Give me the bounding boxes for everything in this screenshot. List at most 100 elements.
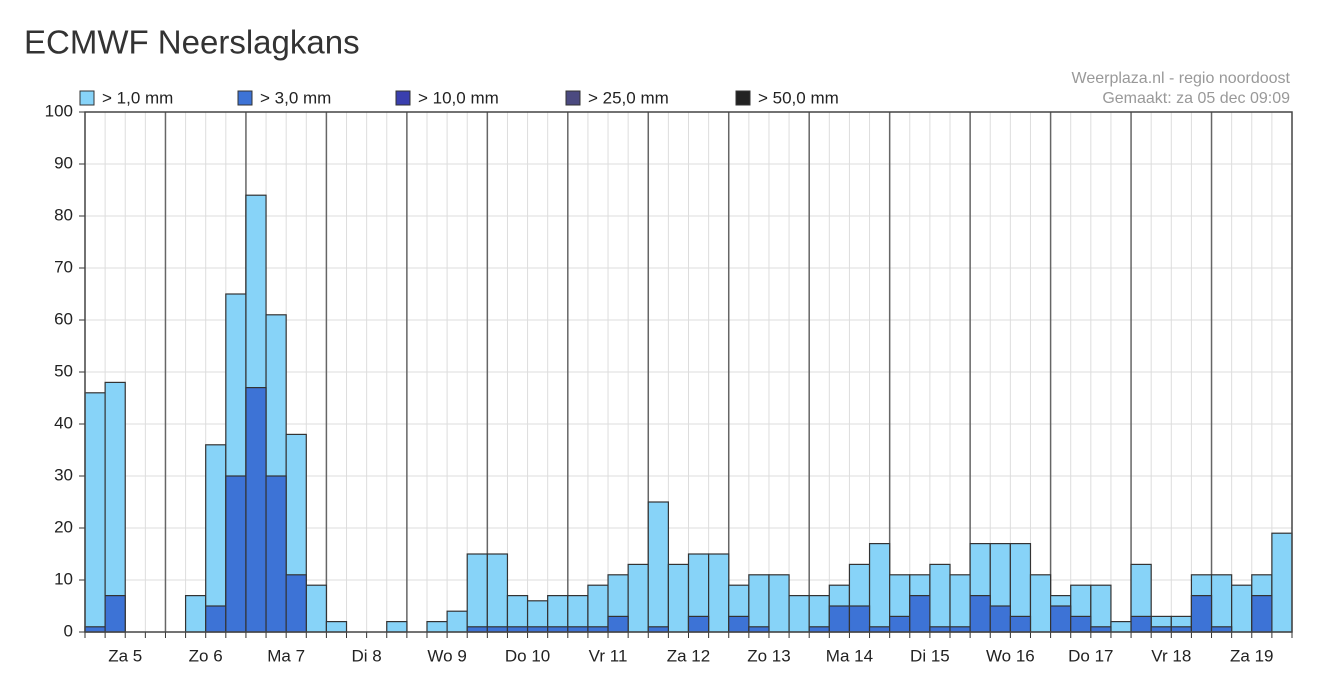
bar bbox=[305, 584, 327, 633]
bar bbox=[466, 626, 488, 633]
legend-label: > 10,0 mm bbox=[418, 88, 499, 107]
x-tick-label: Vr 11 bbox=[589, 646, 628, 665]
annotation: Gemaakt: za 05 dec 09:09 bbox=[1102, 90, 1290, 107]
bar bbox=[1210, 626, 1233, 633]
bar bbox=[1210, 574, 1233, 633]
bar bbox=[506, 626, 529, 633]
bar bbox=[1090, 626, 1112, 633]
bar bbox=[989, 605, 1011, 633]
x-tick-label: Wo 16 bbox=[986, 646, 1035, 665]
y-tick-label: 30 bbox=[54, 465, 73, 484]
bar bbox=[205, 444, 227, 633]
bar bbox=[748, 626, 770, 633]
bar bbox=[889, 615, 911, 633]
bar bbox=[828, 605, 851, 633]
bar bbox=[687, 615, 710, 633]
legend-swatch bbox=[237, 90, 253, 106]
x-tick-label: Di 8 bbox=[352, 646, 382, 665]
bar bbox=[868, 542, 891, 633]
x-tick-label: Wo 9 bbox=[427, 646, 466, 665]
bar bbox=[225, 475, 247, 633]
bar bbox=[1130, 615, 1152, 633]
bar bbox=[84, 392, 106, 633]
chart-title: ECMWF Neerslagkans bbox=[24, 24, 360, 61]
bar bbox=[184, 594, 207, 633]
bar bbox=[1190, 594, 1213, 633]
bar bbox=[587, 626, 609, 633]
bar bbox=[1231, 584, 1253, 633]
bar bbox=[104, 594, 126, 633]
x-tick-label: Do 17 bbox=[1068, 646, 1113, 665]
bar bbox=[285, 574, 307, 633]
x-tick-label: Zo 6 bbox=[189, 646, 223, 665]
bar bbox=[969, 594, 991, 633]
x-tick-label: Do 10 bbox=[505, 646, 550, 665]
legend-label: > 50,0 mm bbox=[758, 88, 839, 107]
bar bbox=[848, 605, 871, 633]
bar bbox=[1090, 584, 1112, 633]
y-tick-label: 80 bbox=[54, 205, 73, 224]
bar bbox=[647, 501, 669, 633]
y-tick-label: 0 bbox=[64, 621, 73, 640]
y-tick-label: 40 bbox=[54, 413, 73, 432]
bar bbox=[426, 620, 448, 633]
bar bbox=[808, 626, 830, 633]
y-tick-label: 70 bbox=[54, 257, 73, 276]
bar bbox=[265, 475, 287, 633]
bar bbox=[325, 620, 348, 633]
bar bbox=[1170, 626, 1193, 633]
bar bbox=[1009, 615, 1032, 633]
bar bbox=[245, 387, 267, 633]
y-tick-label: 60 bbox=[54, 309, 73, 328]
y-tick-label: 50 bbox=[54, 361, 73, 380]
y-tick-label: 100 bbox=[45, 101, 73, 120]
legend-label: > 3,0 mm bbox=[260, 88, 331, 107]
bar bbox=[1251, 594, 1273, 633]
legend-swatch bbox=[79, 90, 95, 106]
x-tick-label: Za 5 bbox=[108, 646, 142, 665]
bar bbox=[667, 563, 690, 633]
x-tick-label: Za 19 bbox=[1230, 646, 1273, 665]
bar bbox=[84, 626, 106, 633]
bar bbox=[627, 563, 649, 633]
y-tick-label: 90 bbox=[54, 153, 73, 172]
bar bbox=[567, 626, 589, 633]
bar bbox=[708, 553, 730, 633]
bar bbox=[929, 563, 951, 633]
bar bbox=[547, 626, 569, 633]
x-tick-label: Vr 18 bbox=[1151, 646, 1191, 665]
bar bbox=[446, 610, 468, 633]
x-tick-label: Di 15 bbox=[910, 646, 950, 665]
bar bbox=[768, 574, 790, 633]
x-tick-label: Zo 13 bbox=[747, 646, 790, 665]
bar bbox=[868, 626, 891, 633]
bar bbox=[909, 594, 931, 633]
bar bbox=[728, 615, 750, 633]
bar bbox=[788, 594, 810, 633]
x-tick-label: Za 12 bbox=[667, 646, 710, 665]
bar bbox=[486, 553, 509, 633]
bar bbox=[1150, 626, 1172, 633]
legend-swatch bbox=[735, 90, 751, 106]
bar bbox=[1070, 615, 1092, 633]
bar bbox=[486, 626, 509, 633]
x-tick-label: Ma 14 bbox=[826, 646, 873, 665]
legend-label: > 1,0 mm bbox=[102, 88, 173, 107]
bar bbox=[748, 574, 770, 633]
bar bbox=[949, 574, 971, 633]
annotation: Weerplaza.nl - regio noordoost bbox=[1072, 70, 1291, 87]
legend-label: > 25,0 mm bbox=[588, 88, 669, 107]
bar bbox=[466, 553, 488, 633]
bar bbox=[1271, 532, 1293, 633]
x-tick-label: Ma 7 bbox=[267, 646, 305, 665]
bar bbox=[1029, 574, 1052, 633]
bar bbox=[647, 626, 669, 633]
bar bbox=[587, 584, 609, 633]
legend-swatch bbox=[395, 90, 411, 106]
bar bbox=[205, 605, 227, 633]
bar bbox=[607, 615, 629, 633]
bar bbox=[386, 620, 408, 633]
bar bbox=[929, 626, 951, 633]
